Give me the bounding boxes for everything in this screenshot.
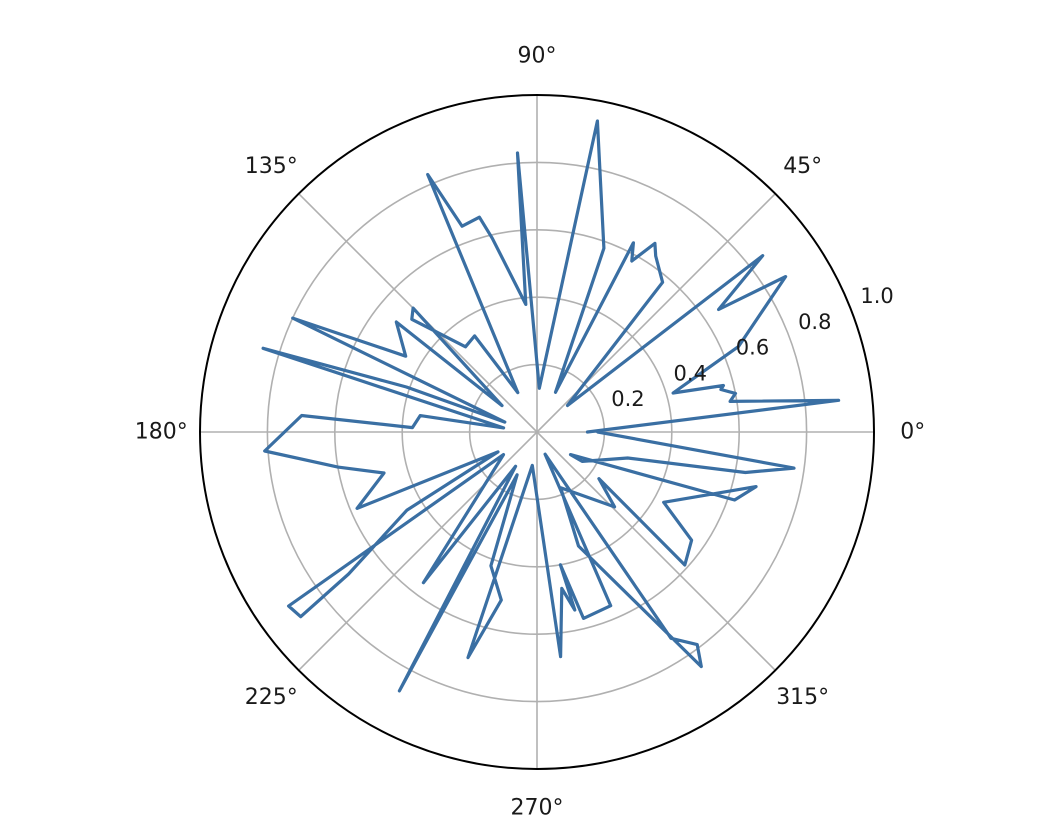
radial-tick-label: 0.4 [674,361,707,385]
radial-tick-label: 0.8 [798,310,831,334]
grid-layer [200,95,874,769]
angle-tick-label: 135° [245,154,298,179]
angular-grid-line [536,431,776,671]
angular-grid-line [298,431,538,671]
radial-tick-label: 0.6 [736,336,769,360]
angle-tick-label: 90° [518,44,557,69]
angle-tick-label: 0° [900,420,925,445]
series-layer [261,119,841,693]
labels-layer: 0° 45° 90° 135° 180° 225° 270° 315° 0.2 0.4 0.6 0.8… [135,44,926,821]
angle-tick-label: 315° [776,685,829,710]
series-line [261,119,841,693]
radial-tick-label: 0.2 [611,387,644,411]
angle-tick-label: 270° [511,795,564,820]
polar-frame [199,94,875,770]
angle-tick-label: 225° [245,685,298,710]
frame-layer [199,94,875,770]
angle-tick-label: 180° [135,420,188,445]
angle-tick-label: 45° [783,154,822,179]
radial-tick-label: 1.0 [860,284,893,308]
